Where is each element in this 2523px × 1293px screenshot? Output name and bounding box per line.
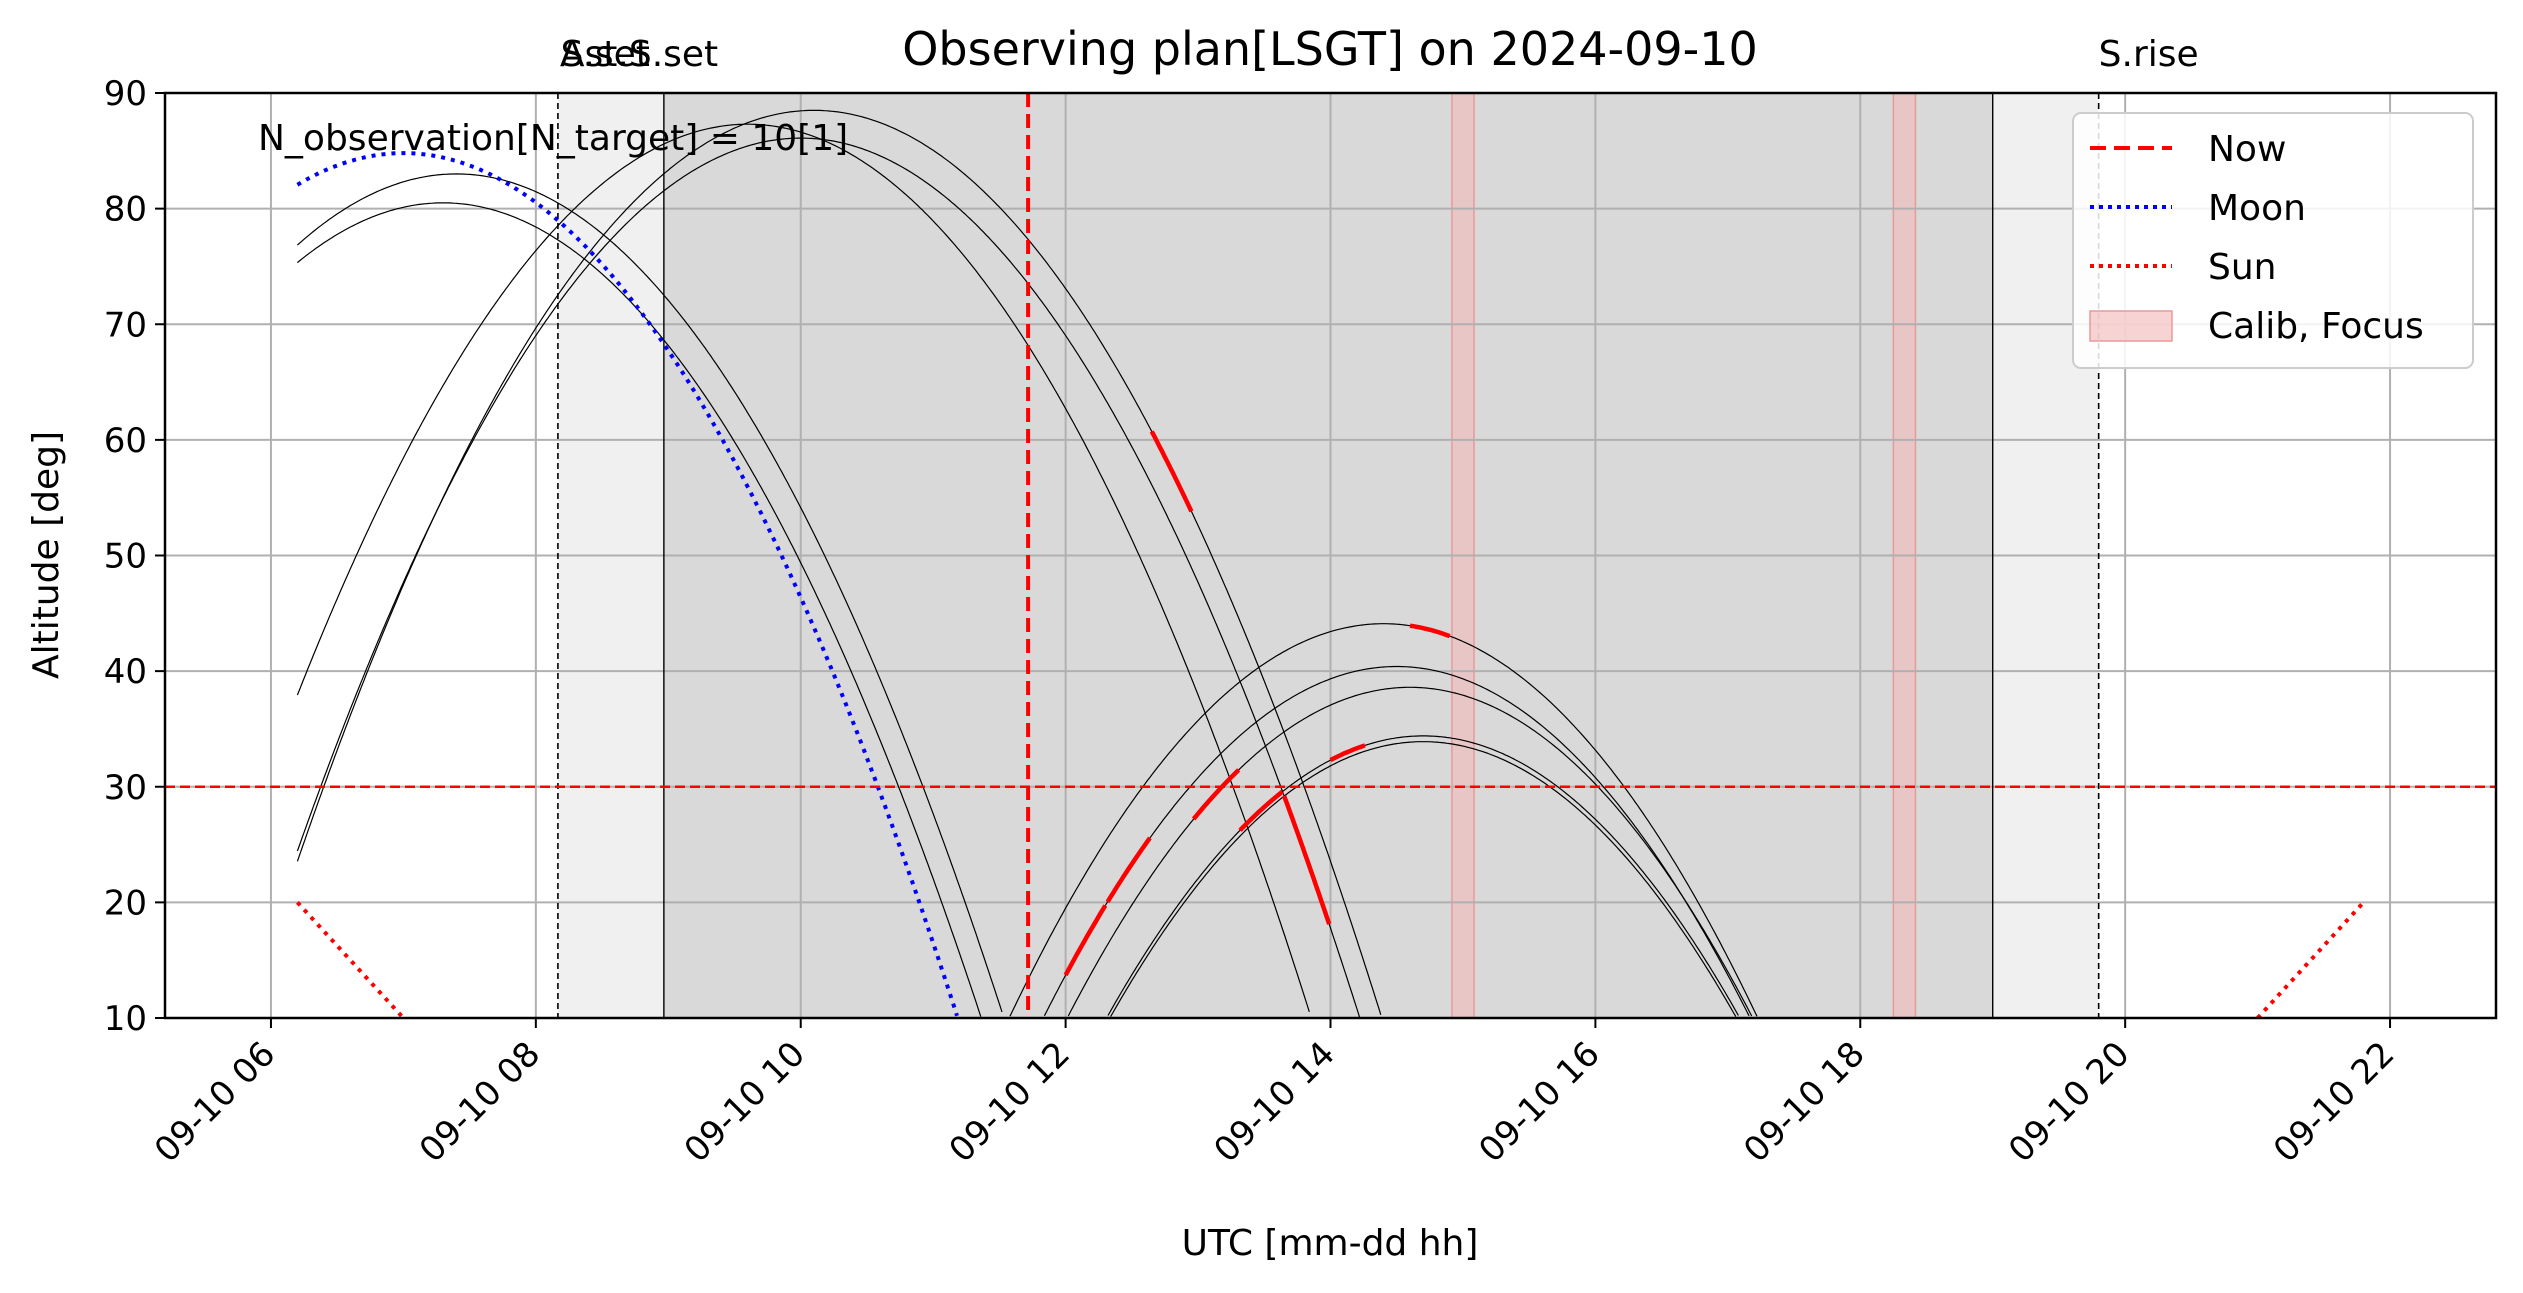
y-tick-label: 60 — [104, 421, 147, 461]
target-altitude-curve — [296, 109, 1382, 1015]
y-tick-label: 80 — [104, 190, 147, 230]
y-tick-label: 30 — [104, 768, 147, 808]
legend-label: Sun — [2208, 247, 2276, 288]
chart-title: Observing plan[LSGT] on 2024-09-10 — [902, 22, 1758, 76]
y-tick-label: 40 — [104, 652, 147, 692]
target-altitude-curve — [296, 137, 1361, 1018]
y-axis-label: Altitude [deg] — [26, 431, 67, 679]
altitude-curves-layer — [296, 109, 1758, 1018]
observation-segment — [1329, 743, 1366, 763]
sun-setting-curve — [295, 901, 405, 1020]
target-altitude-curve — [1107, 735, 1739, 1016]
observation-count-annotation: N_observation[N_target] = 10[1] — [258, 118, 848, 159]
y-tick-label: 20 — [104, 883, 147, 923]
legend-label: Moon — [2208, 188, 2306, 229]
x-tick-label: 09-10 22 — [2266, 1034, 2402, 1170]
x-tick-label: 09-10 16 — [1471, 1034, 1607, 1170]
x-tick-label: 09-10 08 — [412, 1034, 548, 1170]
x-tick-label: 09-10 06 — [147, 1034, 283, 1170]
observation-segment — [1281, 795, 1332, 925]
target-altitude-curve — [1009, 623, 1758, 1017]
observation-segment — [1238, 789, 1284, 832]
legend-swatch-calib-focus — [2089, 310, 2173, 342]
observation-segment — [1149, 430, 1194, 513]
y-tick-label: 50 — [104, 537, 147, 577]
observation-segment — [1409, 623, 1451, 639]
legend-box — [2072, 112, 2474, 369]
x-tick-label: 09-10 20 — [2001, 1034, 2137, 1170]
target-altitude-curve — [1067, 686, 1753, 1017]
top-event-label: S.rise — [2099, 34, 2199, 75]
top-event-label: S.set — [561, 34, 650, 75]
x-tick-label: 09-10 10 — [677, 1034, 813, 1170]
observation-segment — [1105, 836, 1152, 904]
observation-segment — [1191, 768, 1241, 821]
target-altitude-curve — [296, 123, 1310, 1012]
x-tick-label: 09-10 12 — [942, 1034, 1078, 1170]
x-axis-label: UTC [mm-dd hh] — [1182, 1223, 1479, 1264]
sun-rising-curve — [2256, 901, 2366, 1020]
top-event-label: Ast.S.set — [560, 34, 718, 75]
legend-label: Calib, Focus — [2208, 306, 2424, 347]
target-altitude-curve — [1110, 741, 1737, 1017]
x-tick-label: 09-10 18 — [1736, 1034, 1872, 1170]
target-altitude-curve — [1043, 665, 1750, 1017]
legend: Now Moon Sun Calib, Focus — [2072, 112, 2474, 369]
legend-label: Now — [2208, 129, 2286, 170]
y-tick-label: 70 — [104, 305, 147, 345]
target-altitude-curve — [297, 202, 982, 1017]
observation-segment — [1063, 904, 1108, 977]
y-tick-label: 90 — [104, 74, 147, 114]
x-tick-label: 09-10 14 — [1206, 1034, 1342, 1170]
y-tick-label: 10 — [104, 999, 147, 1039]
overlay-layer — [165, 93, 2496, 1020]
target-altitude-curve — [297, 173, 1003, 1013]
